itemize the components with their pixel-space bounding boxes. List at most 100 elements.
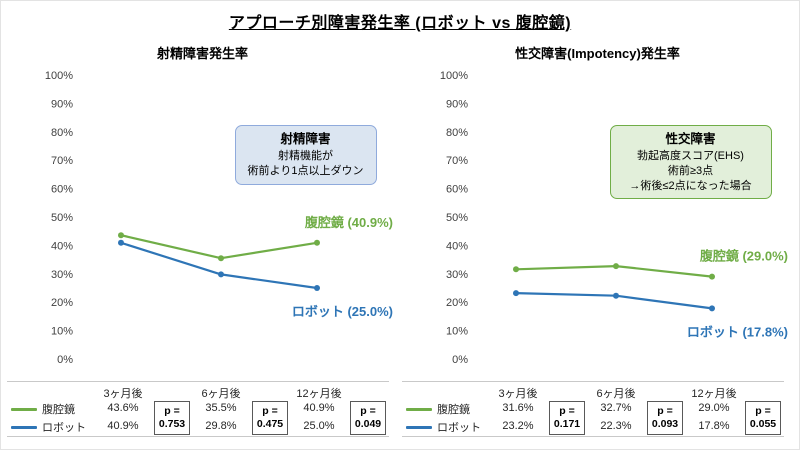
y-axis-tick-label: 10%: [445, 326, 467, 338]
p-value: 0.171: [553, 418, 581, 430]
x-axis-label: 3ヶ月後: [103, 388, 143, 400]
data-point-marker: [512, 290, 519, 297]
x-axis-label: 6ヶ月後: [596, 388, 636, 400]
p-label: p =: [755, 405, 771, 418]
data-point-marker: [708, 305, 715, 312]
legend-label: ロボット: [437, 422, 481, 434]
p-label: p =: [360, 405, 376, 418]
x-axis-label: 12ヶ月後: [691, 388, 737, 400]
line-chart: 0% 10% 20% 30% 40% 50% 60% 70% 80% 90% 100% 腹腔鏡 (29…: [439, 70, 787, 366]
legend-item: 腹腔鏡: [7, 400, 95, 418]
y-axis-tick-label: 50%: [50, 212, 72, 224]
y-axis-tick-label: 10%: [50, 326, 72, 338]
annotation-text: 射精機能が: [278, 149, 333, 162]
table-value: 40.9%: [303, 402, 335, 414]
table-value: 25.0%: [303, 420, 335, 432]
legend-item: 腹腔鏡: [402, 400, 490, 418]
table-corner: [7, 382, 95, 400]
data-point-marker: [612, 263, 619, 270]
chart-panel-impotency: 性交障害(Impotency)発生率 0% 10% 20% 30% 40% 50% 60% 7…: [400, 41, 795, 437]
y-axis-tick-label: 20%: [50, 297, 72, 309]
series-line: [120, 234, 317, 260]
legend-item: ロボット: [7, 418, 95, 436]
y-axis-tick-label: 100%: [44, 70, 72, 82]
y-axis-tick-label: 30%: [50, 269, 72, 281]
series-end-label: 腹腔鏡 (29.0%): [699, 249, 787, 264]
data-point-marker: [512, 266, 519, 273]
p-label: p =: [559, 405, 575, 418]
y-axis-tick-label: 0%: [452, 354, 468, 366]
p-value: 0.049: [354, 418, 382, 430]
annotation-title: 射精障害: [280, 132, 331, 146]
y-axis-tick-label: 50%: [445, 212, 467, 224]
y-axis-tick-label: 40%: [445, 240, 467, 252]
legend-label: ロボット: [42, 422, 86, 434]
table-corner: [402, 382, 490, 400]
chart-panel-ejaculation-disorder: 射精障害発生率 0% 10% 20% 30% 40% 50% 60% 70% 80% 90% 100…: [5, 41, 400, 437]
data-point-marker: [612, 292, 619, 299]
data-point-marker: [313, 239, 320, 246]
annotation-text: 術前より1点以上ダウン: [247, 164, 364, 177]
p-label: p =: [657, 405, 673, 418]
annotation-title: 性交障害: [665, 132, 716, 146]
annotation-text: →術後≤2点になった場合: [629, 179, 752, 192]
series-end-label: ロボット (25.0%): [291, 304, 392, 319]
table-value: 43.6%: [107, 402, 139, 414]
y-axis-tick-label: 70%: [445, 155, 467, 167]
plot-area: 0% 10% 20% 30% 40% 50% 60% 70% 80% 90% 100% 腹腔鏡 (40…: [7, 63, 399, 381]
y-axis-tick-label: 60%: [445, 184, 467, 196]
p-value: 0.055: [749, 418, 777, 430]
legend-line-swatch: [11, 425, 37, 429]
y-axis-tick-label: 100%: [439, 70, 467, 82]
data-point-marker: [217, 255, 224, 262]
p-value: 0.093: [651, 418, 679, 430]
x-axis-label: 12ヶ月後: [296, 388, 342, 400]
table-value: 29.0%: [698, 402, 730, 414]
table-value: 23.2%: [502, 420, 534, 432]
table-value: 35.5%: [205, 402, 237, 414]
table-value: 29.8%: [205, 420, 237, 432]
x-axis-label: 3ヶ月後: [498, 388, 538, 400]
data-point-marker: [217, 271, 224, 278]
y-axis-tick-label: 90%: [445, 98, 467, 110]
y-axis-tick-label: 40%: [50, 240, 72, 252]
page-title: アプローチ別障害発生率 (ロボット vs 腹腔鏡): [228, 15, 572, 32]
series-end-label: 腹腔鏡 (40.9%): [304, 215, 392, 230]
p-value: 0.475: [256, 418, 284, 430]
p-value-box: p = 0.049: [350, 401, 386, 435]
y-axis-tick-label: 80%: [445, 127, 467, 139]
y-axis-tick-label: 0%: [57, 354, 73, 366]
data-point-marker: [117, 239, 124, 246]
p-value-box: p = 0.753: [154, 401, 190, 435]
legend-label: 腹腔鏡: [437, 404, 470, 416]
table-value: 32.7%: [600, 402, 632, 414]
legend-line-swatch: [11, 407, 37, 411]
legend-line-swatch: [406, 425, 432, 429]
x-axis-label: 6ヶ月後: [201, 388, 241, 400]
p-value: 0.753: [158, 418, 186, 430]
p-label: p =: [164, 405, 180, 418]
annotation-text: 勃起高度スコア(EHS): [637, 149, 744, 162]
y-axis-tick-label: 60%: [50, 184, 72, 196]
series-end-label: ロボット (17.8%): [686, 324, 787, 339]
chart-panels: 射精障害発生率 0% 10% 20% 30% 40% 50% 60% 70% 80% 90% 100…: [5, 41, 795, 437]
y-axis-tick-label: 30%: [445, 269, 467, 281]
series-line: [120, 241, 317, 290]
annotation-box: 性交障害 勃起高度スコア(EHS) 術前≥3点 →術後≤2点になった場合: [609, 125, 772, 200]
data-point-marker: [313, 285, 320, 291]
annotation-text: 術前≥3点: [667, 164, 714, 177]
table-value: 22.3%: [600, 420, 632, 432]
p-value-box: p = 0.475: [252, 401, 288, 435]
y-axis-tick-label: 90%: [50, 98, 72, 110]
y-axis-tick-label: 20%: [445, 297, 467, 309]
data-point-marker: [117, 232, 124, 239]
chart-title: 射精障害発生率: [156, 46, 248, 61]
legend-label: 腹腔鏡: [42, 404, 75, 416]
table-value: 17.8%: [698, 420, 730, 432]
p-value-box: p = 0.093: [647, 401, 683, 435]
plot-area: 0% 10% 20% 30% 40% 50% 60% 70% 80% 90% 100% 腹腔鏡 (29…: [402, 63, 794, 381]
legend-line-swatch: [406, 407, 432, 411]
y-axis-tick-label: 70%: [50, 155, 72, 167]
p-label: p =: [262, 405, 278, 418]
